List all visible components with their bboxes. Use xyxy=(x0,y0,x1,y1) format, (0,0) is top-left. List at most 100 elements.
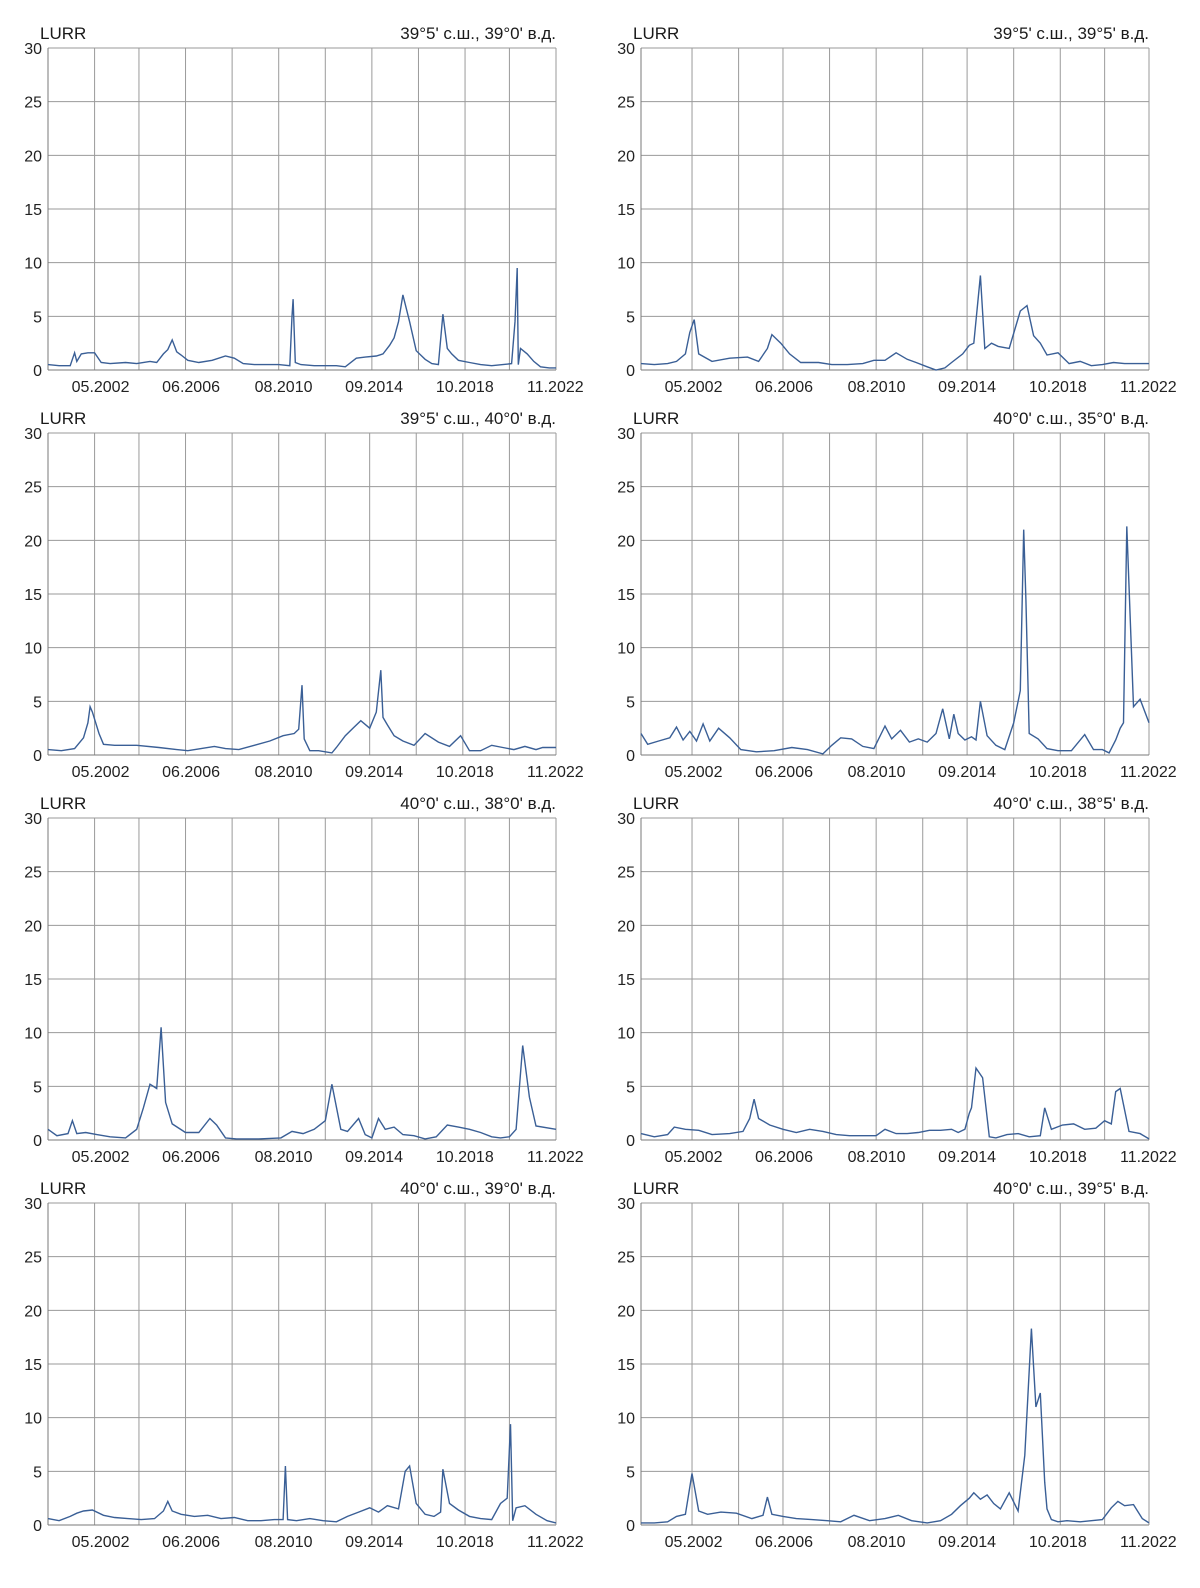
x-tick-label: 09.2014 xyxy=(938,1534,996,1551)
x-tick-label: 08.2010 xyxy=(848,764,906,781)
y-axis-label: LURR xyxy=(633,1179,679,1198)
y-tick-label: 15 xyxy=(24,1357,42,1374)
y-tick-label: 5 xyxy=(626,694,635,711)
x-tick-label: 06.2006 xyxy=(755,1534,813,1551)
x-tick-label: 11.2022 xyxy=(1120,379,1177,396)
x-tick-label: 10.2018 xyxy=(436,1534,494,1551)
y-tick-label: 10 xyxy=(617,1026,635,1043)
y-tick-label: 5 xyxy=(33,694,42,711)
y-tick-label: 0 xyxy=(626,748,635,765)
y-tick-label: 15 xyxy=(24,587,42,604)
x-tick-label: 05.2002 xyxy=(665,1149,723,1166)
y-tick-label: 25 xyxy=(617,480,635,497)
y-tick-label: 0 xyxy=(33,1518,42,1535)
x-tick-label: 08.2010 xyxy=(255,379,313,396)
y-tick-label: 10 xyxy=(617,1411,635,1428)
y-tick-label: 25 xyxy=(617,95,635,112)
chart-title: 39°5' с.ш., 40°0' в.д. xyxy=(400,409,556,428)
y-tick-label: 30 xyxy=(24,811,42,828)
y-axis-label: LURR xyxy=(40,409,86,428)
x-tick-label: 05.2002 xyxy=(665,379,723,396)
x-tick-label: 11.2022 xyxy=(527,1149,584,1166)
x-tick-label: 09.2014 xyxy=(345,1534,403,1551)
x-tick-label: 06.2006 xyxy=(162,1149,220,1166)
y-tick-label: 20 xyxy=(617,533,635,550)
y-tick-label: 25 xyxy=(24,1250,42,1267)
x-tick-label: 11.2022 xyxy=(1120,764,1177,781)
chart-title: 40°0' с.ш., 38°5' в.д. xyxy=(993,794,1149,813)
x-tick-label: 09.2014 xyxy=(345,764,403,781)
x-tick-label: 05.2002 xyxy=(72,1149,130,1166)
y-axis-label: LURR xyxy=(633,409,679,428)
y-tick-label: 20 xyxy=(24,1303,42,1320)
y-tick-label: 15 xyxy=(24,202,42,219)
y-tick-label: 15 xyxy=(617,202,635,219)
x-tick-label: 06.2006 xyxy=(755,379,813,396)
y-tick-label: 5 xyxy=(33,309,42,326)
series-line xyxy=(640,275,1149,371)
y-tick-label: 0 xyxy=(33,748,42,765)
x-tick-label: 06.2006 xyxy=(162,764,220,781)
y-tick-label: 25 xyxy=(617,1250,635,1267)
x-tick-label: 05.2002 xyxy=(72,379,130,396)
y-axis-label: LURR xyxy=(40,794,86,813)
x-tick-label: 06.2006 xyxy=(755,764,813,781)
series-line xyxy=(47,1424,557,1524)
y-tick-label: 5 xyxy=(33,1464,42,1481)
x-tick-label: 06.2006 xyxy=(162,1534,220,1551)
x-tick-label: 11.2022 xyxy=(527,764,584,781)
series-line xyxy=(640,1066,1150,1140)
x-tick-label: 10.2018 xyxy=(1029,1534,1087,1551)
y-tick-label: 10 xyxy=(617,256,635,273)
y-tick-label: 15 xyxy=(617,972,635,989)
y-tick-label: 20 xyxy=(24,533,42,550)
y-axis-label: LURR xyxy=(40,24,86,43)
y-tick-label: 15 xyxy=(617,1357,635,1374)
y-tick-label: 20 xyxy=(24,918,42,935)
x-tick-label: 05.2002 xyxy=(72,764,130,781)
x-tick-label: 09.2014 xyxy=(938,379,996,396)
y-tick-label: 30 xyxy=(617,811,635,828)
y-tick-label: 0 xyxy=(626,1518,635,1535)
series-line xyxy=(47,267,556,369)
x-tick-label: 06.2006 xyxy=(162,379,220,396)
y-tick-label: 30 xyxy=(24,426,42,443)
x-tick-label: 08.2010 xyxy=(848,1149,906,1166)
y-tick-label: 30 xyxy=(24,1196,42,1213)
y-tick-label: 20 xyxy=(617,918,635,935)
x-tick-label: 10.2018 xyxy=(436,764,494,781)
y-tick-label: 0 xyxy=(626,1133,635,1150)
y-tick-label: 30 xyxy=(617,1196,635,1213)
y-tick-label: 30 xyxy=(24,41,42,58)
y-tick-label: 10 xyxy=(24,256,42,273)
y-tick-label: 20 xyxy=(24,148,42,165)
x-tick-label: 10.2018 xyxy=(1029,379,1087,396)
chart-title: 40°0' с.ш., 38°0' в.д. xyxy=(400,794,556,813)
chart-title: 39°5' с.ш., 39°0' в.д. xyxy=(400,24,556,43)
x-tick-label: 09.2014 xyxy=(345,379,403,396)
y-tick-label: 0 xyxy=(626,363,635,380)
y-tick-label: 30 xyxy=(617,41,635,58)
x-tick-label: 11.2022 xyxy=(1120,1149,1177,1166)
y-tick-label: 15 xyxy=(24,972,42,989)
x-tick-label: 09.2014 xyxy=(938,1149,996,1166)
y-tick-label: 10 xyxy=(617,641,635,658)
y-axis-label: LURR xyxy=(633,794,679,813)
x-tick-label: 09.2014 xyxy=(938,764,996,781)
x-tick-label: 05.2002 xyxy=(665,1534,723,1551)
y-tick-label: 10 xyxy=(24,641,42,658)
series-line xyxy=(641,1328,1150,1524)
x-tick-label: 09.2014 xyxy=(345,1149,403,1166)
chart-title: 40°0' с.ш., 39°5' в.д. xyxy=(993,1179,1149,1198)
x-tick-label: 08.2010 xyxy=(255,764,313,781)
y-tick-label: 5 xyxy=(626,1079,635,1096)
series-line xyxy=(640,526,1150,755)
x-tick-label: 10.2018 xyxy=(436,379,494,396)
y-tick-label: 5 xyxy=(33,1079,42,1096)
